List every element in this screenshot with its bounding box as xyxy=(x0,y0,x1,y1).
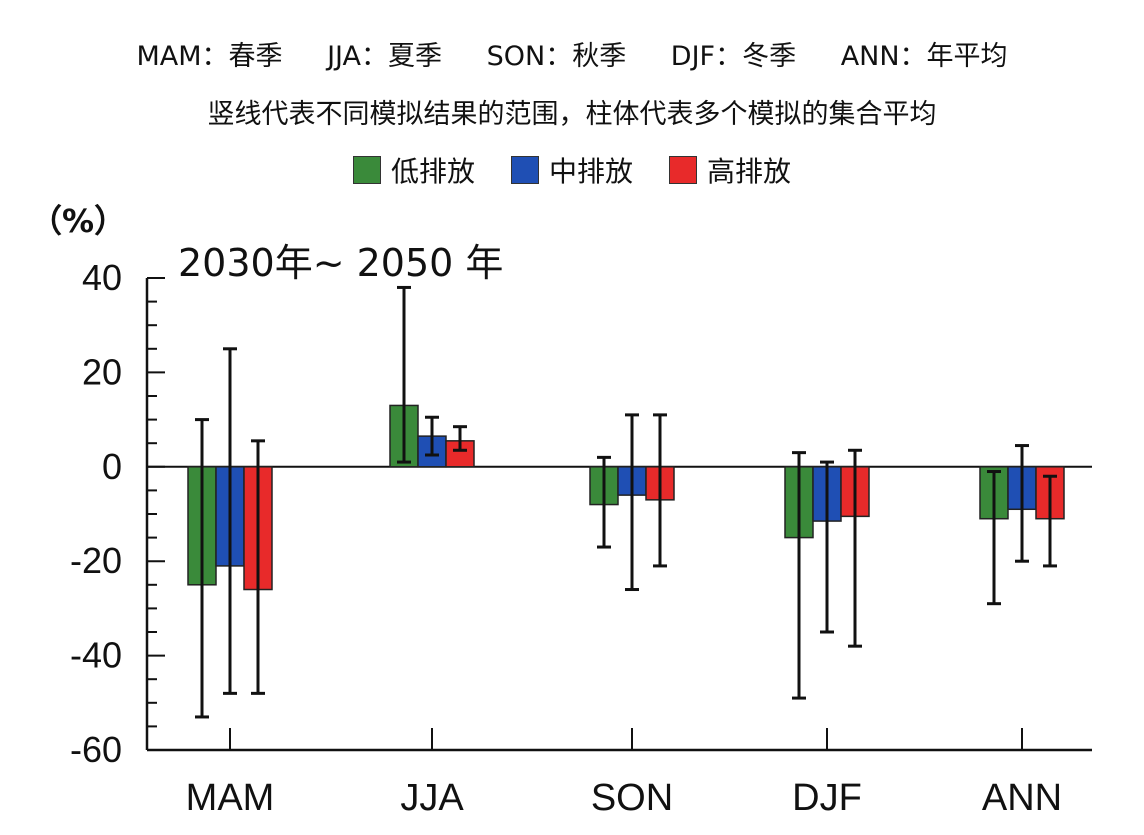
legend-label-mid: 中排放 xyxy=(548,155,633,188)
season-note-jja: JJA：夏季 xyxy=(327,41,443,72)
legend-swatch-low xyxy=(352,156,381,184)
legend-item-high: 高排放 xyxy=(669,150,791,190)
x-tick-label: DJF xyxy=(792,777,862,819)
legend-label-low: 低排放 xyxy=(390,155,475,188)
season-notes: MAM：春季 JJA：夏季 SON：秋季 DJF：冬季 ANN：年平均 xyxy=(0,34,1144,73)
legend-item-mid: 中排放 xyxy=(510,150,633,190)
description-note: 竖线代表不同模拟结果的范围，柱体代表多个模拟的集合平均 xyxy=(207,99,937,130)
legend-swatch-high xyxy=(669,156,697,184)
x-tick-label: ANN xyxy=(982,777,1062,819)
season-note-ann: ANN：年平均 xyxy=(840,41,1008,72)
y-tick-label: 40 xyxy=(82,257,122,298)
season-note-son: SON：秋季 xyxy=(486,41,627,72)
legend-label-high: 高排放 xyxy=(707,155,792,188)
y-tick-label: -60 xyxy=(70,729,122,770)
y-unit-label: （%） xyxy=(30,202,127,240)
legend-item-low: 低排放 xyxy=(352,150,475,190)
y-tick-label: -20 xyxy=(70,540,122,581)
period-label: 2030年~ 2050 年 xyxy=(178,241,504,285)
y-tick-label: 0 xyxy=(102,446,122,487)
legend: 低排放 中排放 高排放 xyxy=(0,150,1144,190)
y-tick-label: -40 xyxy=(70,635,122,676)
x-tick-label: MAM xyxy=(186,777,275,819)
season-note-mam: MAM：春季 xyxy=(136,41,283,72)
x-tick-label: JJA xyxy=(400,777,464,819)
y-tick-label: 20 xyxy=(82,351,122,392)
x-tick-label: SON xyxy=(591,777,673,819)
season-note-djf: DJF：冬季 xyxy=(670,41,797,72)
legend-swatch-mid xyxy=(510,156,539,184)
